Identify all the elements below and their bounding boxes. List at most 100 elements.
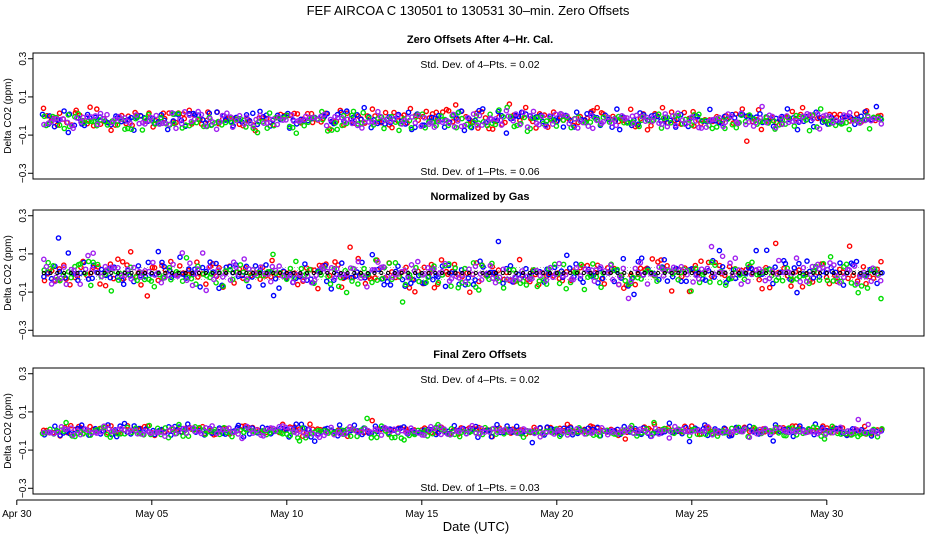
data-point-purple xyxy=(757,115,764,121)
data-point-purple xyxy=(878,121,885,127)
data-point-purple xyxy=(125,266,131,273)
mean-point xyxy=(871,270,877,276)
data-point-purple xyxy=(70,432,76,438)
data-point-purple xyxy=(311,277,318,283)
data-point-blue xyxy=(661,256,668,263)
mean-point xyxy=(790,270,796,276)
data-point-purple xyxy=(865,114,871,120)
data-point-purple xyxy=(61,264,67,270)
data-point-purple xyxy=(127,120,134,127)
data-point-purple xyxy=(809,263,816,270)
data-point-purple xyxy=(517,276,523,282)
data-point-blue xyxy=(293,421,300,428)
data-point-blue xyxy=(430,276,436,283)
data-point-green xyxy=(364,415,370,422)
data-point-purple xyxy=(405,274,412,281)
mean-point xyxy=(439,270,445,276)
data-point-purple xyxy=(264,120,270,126)
data-point-green xyxy=(151,283,158,290)
data-point-purple xyxy=(877,277,884,284)
data-point-blue xyxy=(707,106,713,113)
data-point-green xyxy=(237,262,244,268)
data-point-purple xyxy=(600,119,607,125)
data-point-purple xyxy=(868,428,875,434)
data-point-blue xyxy=(753,247,760,254)
data-point-green xyxy=(456,433,463,440)
y-tick-label: −0.3 xyxy=(18,478,29,498)
mean-point xyxy=(784,270,789,276)
data-point-purple xyxy=(696,124,702,131)
data-point-purple xyxy=(709,431,716,438)
data-point-purple xyxy=(637,259,644,266)
data-point-red xyxy=(108,127,114,134)
data-point-blue xyxy=(121,420,128,427)
data-point-purple xyxy=(778,425,784,431)
data-point-green xyxy=(175,110,182,117)
data-point-purple xyxy=(77,281,83,288)
data-point-purple xyxy=(367,429,374,435)
data-point-purple xyxy=(437,423,443,430)
mean-point xyxy=(817,270,823,276)
data-point-red xyxy=(788,283,794,289)
data-point-green xyxy=(492,121,499,128)
data-point-purple xyxy=(512,274,518,280)
data-point-purple xyxy=(670,112,676,119)
data-point-purple xyxy=(644,281,651,287)
data-point-purple xyxy=(439,268,445,275)
data-point-red xyxy=(389,124,395,131)
mean-point xyxy=(446,270,451,276)
data-point-purple xyxy=(272,267,279,274)
data-point-purple xyxy=(820,426,826,432)
data-point-green xyxy=(689,122,695,128)
data-point-red xyxy=(478,109,485,115)
data-point-green xyxy=(343,289,350,296)
mean-point xyxy=(520,270,526,276)
data-point-purple xyxy=(836,279,843,286)
mean-point xyxy=(466,270,472,276)
data-point-green xyxy=(50,262,57,269)
data-point-blue xyxy=(784,106,791,112)
data-point-green xyxy=(183,254,190,261)
data-point-blue xyxy=(465,275,472,281)
data-point-green xyxy=(423,427,430,434)
data-point-purple xyxy=(372,119,378,126)
data-point-purple xyxy=(337,431,343,437)
mean-point xyxy=(271,270,276,276)
data-point-red xyxy=(522,104,529,111)
data-point-red xyxy=(799,283,806,290)
data-point-purple xyxy=(183,277,190,284)
data-point-purple xyxy=(656,120,662,126)
data-point-purple xyxy=(395,113,401,119)
data-point-purple xyxy=(492,279,499,286)
data-point-purple xyxy=(498,122,505,128)
x-tick-label: May 25 xyxy=(675,509,708,520)
data-point-purple xyxy=(820,264,826,271)
mean-point xyxy=(581,270,586,276)
data-point-purple xyxy=(141,428,147,434)
mean-point xyxy=(237,270,242,276)
data-point-red xyxy=(475,125,481,131)
data-point-green xyxy=(560,261,567,268)
data-point-blue xyxy=(745,265,752,271)
mean-point xyxy=(291,270,296,276)
data-point-purple xyxy=(117,116,123,123)
data-point-blue xyxy=(158,112,165,118)
data-point-purple xyxy=(746,434,753,441)
data-point-red xyxy=(347,244,353,250)
data-point-purple xyxy=(803,278,810,285)
data-point-blue xyxy=(711,274,718,280)
x-tick-label: Apr 30 xyxy=(2,509,32,520)
data-point-purple xyxy=(134,430,141,437)
data-point-purple xyxy=(559,428,566,435)
data-point-green xyxy=(507,113,514,120)
data-point-blue xyxy=(837,260,843,266)
data-point-green xyxy=(775,430,782,436)
data-point-green xyxy=(846,126,853,133)
mean-point xyxy=(730,270,735,276)
data-point-purple xyxy=(657,428,664,434)
data-point-purple xyxy=(214,430,220,437)
data-point-purple xyxy=(331,275,338,281)
data-point-green xyxy=(287,265,294,272)
data-point-green xyxy=(289,124,296,131)
data-point-green xyxy=(598,284,604,291)
